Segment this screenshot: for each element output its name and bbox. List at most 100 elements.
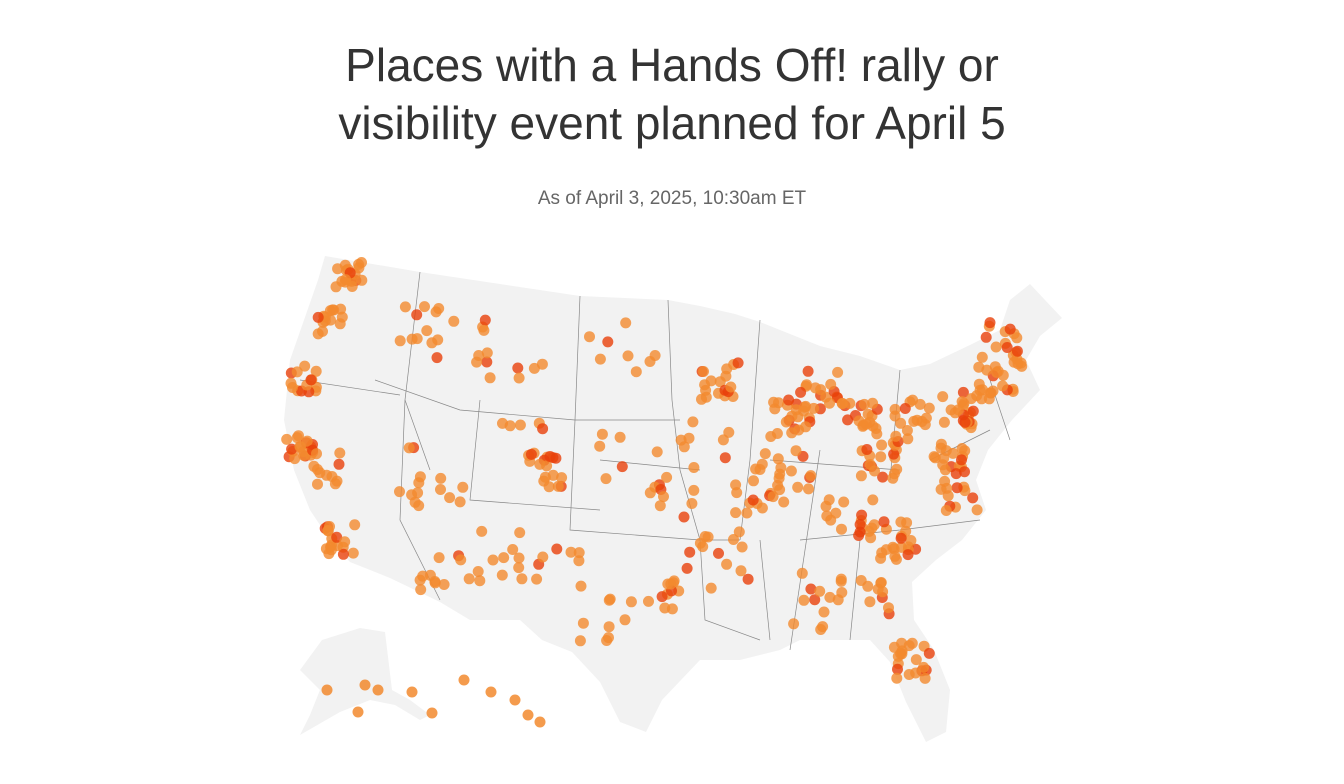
event-dot (935, 438, 947, 450)
event-dot (741, 507, 753, 519)
event-dot (327, 304, 339, 316)
event-dot (875, 451, 887, 463)
event-dot (619, 614, 631, 626)
event-dot (721, 363, 733, 375)
event-dot (1011, 345, 1023, 357)
event-dot (756, 458, 768, 470)
event-dot (472, 566, 484, 577)
event-dot (856, 509, 868, 521)
event-dot (923, 647, 935, 659)
event-dot (719, 452, 731, 464)
event-dot (730, 507, 742, 519)
event-dot (419, 301, 430, 313)
event-dot (432, 334, 444, 346)
event-dot (340, 274, 352, 286)
event-dot (867, 397, 879, 409)
state-border (569, 419, 701, 541)
event-dot (956, 454, 967, 466)
event-dot (769, 403, 781, 415)
event-dot (455, 554, 467, 566)
event-dot (409, 496, 421, 508)
event-dot (733, 526, 745, 538)
event-dot (406, 686, 418, 698)
event-dot (799, 401, 810, 413)
event-dot (853, 530, 865, 541)
event-dot (573, 555, 585, 567)
event-dot (759, 448, 771, 460)
event-dot (625, 596, 637, 608)
event-dot (352, 706, 364, 718)
event-dot (528, 362, 540, 374)
state-border (849, 539, 861, 641)
event-dot (976, 393, 988, 405)
event-dot (573, 547, 585, 559)
event-dot (525, 448, 537, 460)
event-dot (959, 466, 970, 478)
event-dot (496, 569, 508, 581)
event-dot (991, 366, 1003, 378)
event-dot (644, 356, 656, 367)
event-dot (321, 469, 333, 481)
event-dot (312, 464, 323, 475)
state-border (759, 539, 771, 641)
event-dot (620, 317, 632, 329)
event-dot (339, 536, 351, 548)
event-dot (820, 500, 832, 512)
event-dot (756, 502, 768, 514)
event-dot (681, 562, 693, 574)
event-dot (286, 443, 298, 455)
event-dot (603, 632, 614, 644)
event-dot (919, 419, 931, 431)
event-dot (860, 418, 872, 430)
event-dot (293, 430, 304, 442)
event-dot (976, 351, 988, 363)
event-dot (773, 472, 785, 484)
event-dot (838, 496, 850, 508)
event-dot (902, 433, 914, 445)
event-dot (765, 431, 777, 442)
event-dot (803, 483, 814, 495)
event-dot (815, 624, 827, 635)
event-dot (534, 458, 546, 470)
event-dot (512, 362, 524, 374)
event-dot (332, 263, 344, 275)
event-dot (349, 519, 361, 531)
event-dot (513, 562, 525, 574)
event-dot (301, 435, 313, 447)
event-dot (334, 447, 346, 459)
event-dot (775, 462, 787, 474)
event-dot (730, 479, 742, 491)
event-dot (688, 462, 700, 473)
event-dot (507, 544, 519, 555)
event-dot (678, 511, 690, 523)
event-dot (705, 582, 717, 594)
event-dot (337, 548, 349, 560)
subtitle: As of April 3, 2025, 10:30am ET (537, 188, 807, 209)
event-dot (890, 430, 902, 442)
event-dot (543, 481, 555, 493)
event-dot (333, 458, 345, 470)
event-dot (919, 672, 931, 684)
event-dot (981, 364, 993, 376)
event-dot (411, 309, 423, 321)
event-dot (742, 573, 754, 585)
event-dot (723, 426, 735, 438)
event-dot (498, 552, 510, 564)
event-dot (616, 461, 628, 473)
state-border (799, 519, 981, 541)
event-dot (458, 674, 470, 686)
event-dot (662, 578, 674, 590)
event-dot (484, 372, 496, 384)
event-dot (880, 544, 892, 556)
event-dot (858, 398, 870, 410)
lower-48-land (284, 256, 1062, 742)
event-dot (980, 331, 992, 343)
event-dot (594, 353, 606, 365)
event-dot (910, 654, 922, 666)
event-dot (940, 505, 952, 516)
event-dot (950, 468, 962, 480)
event-dot (359, 679, 371, 691)
event-dot (783, 394, 795, 406)
event-dot (736, 541, 748, 553)
